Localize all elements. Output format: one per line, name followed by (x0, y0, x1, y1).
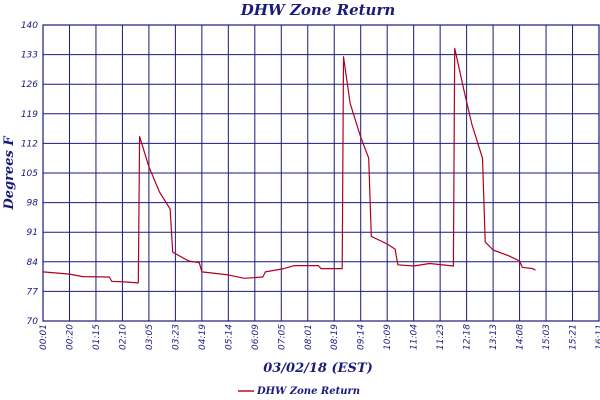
grid (43, 25, 599, 321)
legend-label: DHW Zone Return (256, 386, 360, 397)
x-tick-label: 13:13 (489, 324, 499, 350)
y-tick-label: 98 (27, 199, 39, 209)
y-tick-label: 70 (27, 317, 39, 327)
x-tick-label: 03:05 (145, 324, 155, 350)
x-tick-label: 02:10 (118, 324, 128, 350)
x-tick-label: 11:04 (410, 324, 420, 350)
y-tick-label: 112 (21, 139, 38, 149)
legend: DHW Zone Return (238, 386, 360, 397)
x-tick-label: 05:14 (224, 324, 234, 350)
y-tick-label: 126 (21, 80, 38, 90)
x-tick-label: 15:21 (569, 324, 579, 350)
y-tick-labels: 70 77 84 91 98 105 112 119 126 133 140 (21, 21, 38, 327)
y-tick-label: 84 (27, 258, 39, 268)
x-tick-label: 03:23 (171, 324, 181, 350)
x-tick-label: 12:18 (463, 324, 473, 350)
x-tick-label: 00:20 (65, 324, 75, 350)
x-tick-label: 09:14 (357, 324, 367, 350)
series-line (42, 47, 536, 284)
x-tick-label: 08:19 (330, 324, 340, 350)
x-tick-label: 16:11 (595, 324, 600, 350)
x-tick-label: 10:09 (383, 324, 393, 350)
x-tick-label: 15:03 (542, 324, 552, 350)
x-tick-label: 00:01 (39, 324, 49, 350)
x-tick-label: 01:15 (92, 324, 102, 350)
x-tick-label: 11:23 (436, 324, 446, 350)
y-axis-label: Degrees F (2, 136, 17, 211)
series (42, 47, 536, 284)
y-tick-label: 91 (27, 228, 38, 238)
y-tick-label: 140 (21, 21, 38, 31)
plot-frame (42, 24, 600, 322)
x-tick-label: 14:08 (516, 324, 526, 350)
y-tick-label: 119 (21, 110, 38, 120)
x-tick-label: 07:05 (277, 324, 287, 350)
y-tick-label: 105 (21, 169, 38, 179)
x-tick-label: 04:19 (198, 324, 208, 350)
x-tick-label: 08:01 (304, 324, 314, 350)
y-tick-label: 77 (27, 287, 39, 297)
x-axis-label: 03/02/18 (EST) (263, 361, 373, 376)
chart-title: DHW Zone Return (240, 1, 396, 19)
x-tick-labels: 00:01 00:20 01:15 02:10 03:05 03:23 04:19 05:14… (39, 324, 600, 350)
x-tick-label: 06:09 (251, 324, 261, 350)
y-tick-label: 133 (21, 51, 38, 61)
